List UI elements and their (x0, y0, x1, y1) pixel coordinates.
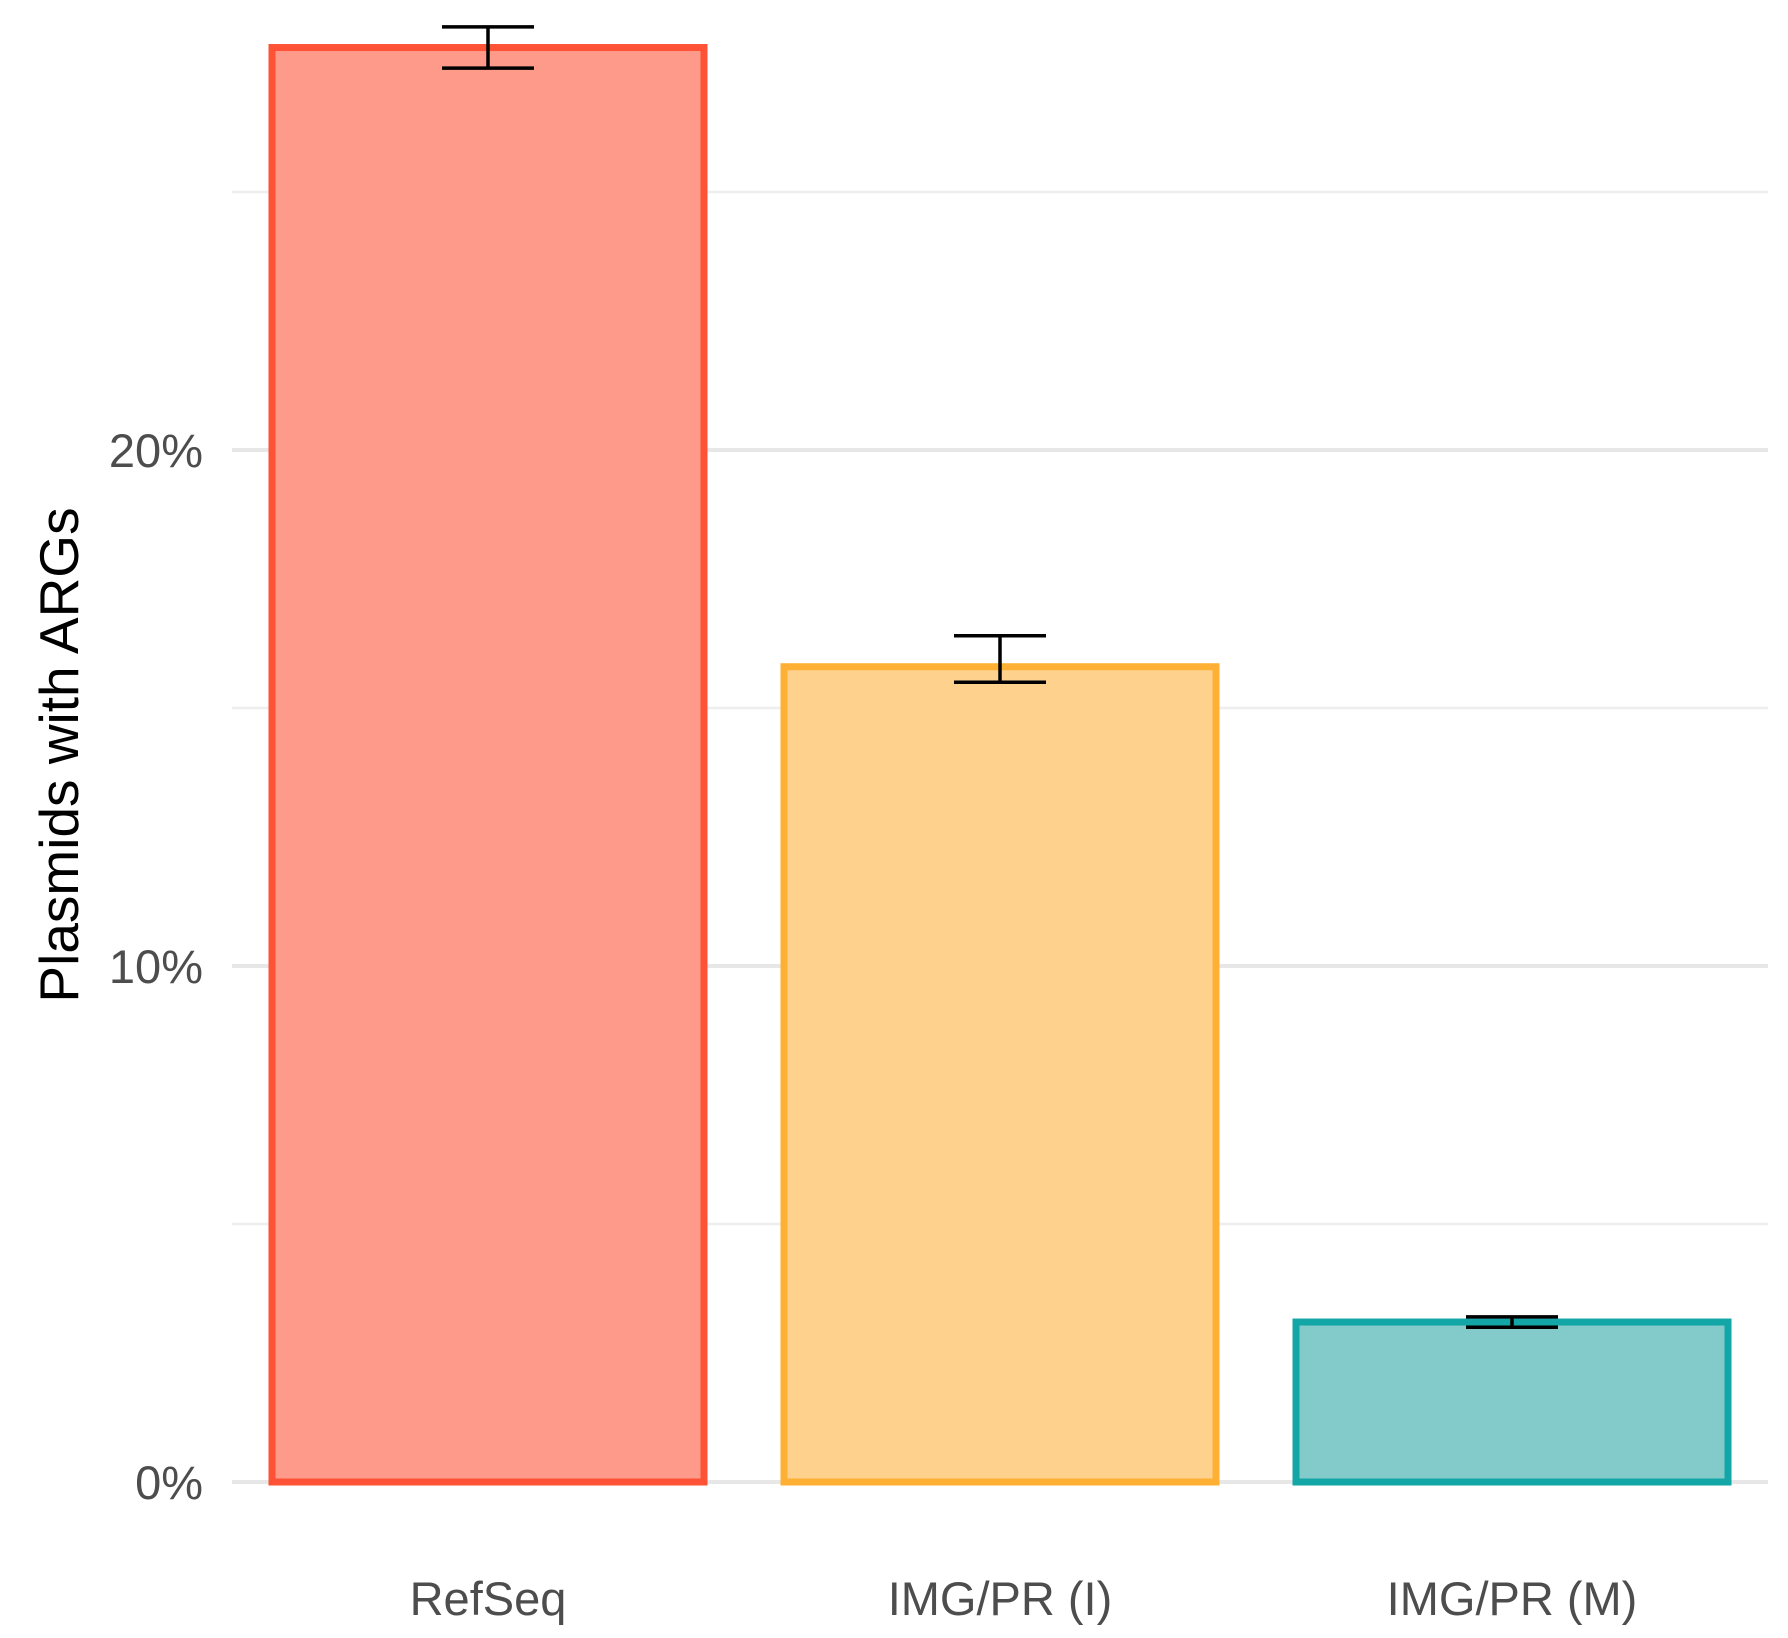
x-tick-label-1: IMG/PR (I) (888, 1572, 1113, 1625)
error-bar-0 (442, 25, 534, 70)
bar-2 (1292, 1318, 1732, 1486)
error-bar-1 (954, 634, 1046, 684)
bar-0 (268, 44, 708, 1486)
x-tick-label-2: IMG/PR (M) (1387, 1572, 1638, 1625)
bar-1 (780, 663, 1220, 1486)
error-bars (442, 25, 1558, 1329)
x-axis-ticks: RefSeq IMG/PR (I) IMG/PR (M) (410, 1572, 1638, 1625)
error-bar-2 (1466, 1315, 1558, 1329)
y-tick-label-1: 10% (109, 940, 203, 993)
x-tick-label-0: RefSeq (410, 1572, 567, 1625)
y-axis-ticks: 0% 10% 20% (109, 424, 203, 1509)
y-axis-title: Plasmids with ARGs (28, 507, 90, 1002)
bars (268, 44, 1732, 1486)
y-tick-label-0: 0% (135, 1456, 203, 1509)
y-tick-label-2: 20% (109, 424, 203, 477)
